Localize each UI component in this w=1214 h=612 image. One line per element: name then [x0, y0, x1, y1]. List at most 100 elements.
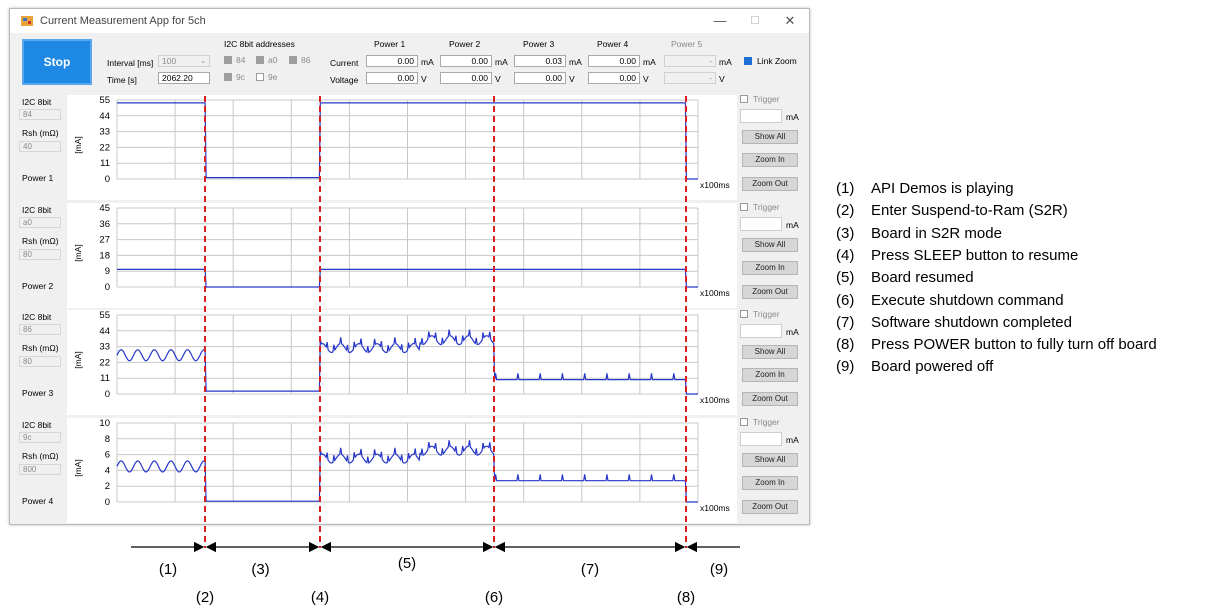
power2-current-unit: mA: [495, 57, 508, 67]
channel-i2c-label: I2C 8bit: [22, 205, 52, 215]
show-all-button[interactable]: Show All: [742, 453, 798, 467]
power3-voltage-unit: V: [569, 74, 575, 84]
plot-power-4[interactable]: 10 8 6 4 2 0 [mA] x100ms: [67, 418, 737, 523]
y-tick-label: 9: [105, 266, 110, 277]
trigger-level-input[interactable]: [740, 324, 782, 338]
event-label: (4): [311, 589, 329, 606]
power4-voltage-field[interactable]: 0.00: [588, 72, 640, 84]
channel-power-label: Power 4: [22, 496, 54, 506]
channel-i2c-label: I2C 8bit: [22, 312, 52, 322]
x-axis-unit: x100ms: [700, 395, 730, 405]
zoom-out-button[interactable]: Zoom Out: [742, 177, 798, 191]
power1-voltage-field[interactable]: 0.00: [366, 72, 418, 84]
channel-address-field: 84: [19, 109, 61, 120]
address-checkbox-9c[interactable]: [224, 73, 232, 81]
y-tick-label: 4: [105, 465, 110, 476]
y-tick-label: 0: [105, 497, 110, 508]
address-label-86: 86: [301, 55, 311, 65]
trigger-checkbox[interactable]: [740, 310, 748, 318]
channel-power-label: Power 2: [22, 281, 54, 291]
y-axis-label: [mA]: [73, 459, 83, 476]
trigger-level-input[interactable]: [740, 217, 782, 231]
trigger-unit: mA: [786, 435, 799, 445]
power2-current-field[interactable]: 0.00: [440, 55, 492, 67]
address-label-a0: a0: [268, 55, 278, 65]
chevron-down-icon: ⌄: [200, 58, 206, 65]
channel-rsh-label: Rsh (mΩ): [22, 343, 59, 353]
y-tick-label: 55: [99, 310, 110, 321]
legend-number: (1): [836, 180, 855, 197]
event-label: (8): [677, 589, 695, 606]
time-field[interactable]: 2062.20: [158, 72, 210, 84]
close-button[interactable]: ✕: [784, 13, 796, 28]
legend-number: (3): [836, 224, 855, 242]
legend-number: (7): [836, 313, 855, 331]
y-tick-label: 55: [99, 95, 110, 106]
trigger-checkbox[interactable]: [740, 418, 748, 426]
power3-current-field[interactable]: 0.03: [514, 55, 566, 67]
stop-button[interactable]: Stop: [22, 39, 92, 85]
series-line: [116, 440, 698, 503]
interval-select[interactable]: 100 ⌄: [158, 55, 210, 67]
trigger-checkbox[interactable]: [740, 203, 748, 211]
y-axis-label: [mA]: [73, 351, 83, 368]
channel-i2c-label: I2C 8bit: [22, 420, 52, 430]
power3-current-unit: mA: [569, 57, 582, 67]
series-line: [117, 268, 698, 288]
phase-label: (7): [581, 561, 599, 578]
address-checkbox-9e[interactable]: [256, 73, 264, 81]
channel-address-field: a0: [19, 217, 61, 228]
power3-header: Power 3: [523, 39, 555, 49]
trigger-unit: mA: [786, 112, 799, 122]
trigger-checkbox[interactable]: [740, 95, 748, 103]
y-tick-label: 44: [99, 326, 110, 337]
zoom-in-button[interactable]: Zoom In: [742, 368, 798, 382]
power4-header: Power 4: [597, 39, 629, 49]
power5-header: Power 5: [671, 39, 703, 49]
channel-rsh-field: 800: [19, 464, 61, 475]
legend-text: Press POWER button to fully turn off boa…: [871, 336, 1157, 354]
maximize-button[interactable]: ☐: [750, 15, 760, 27]
show-all-button[interactable]: Show All: [742, 238, 798, 252]
trigger-level-input[interactable]: [740, 109, 782, 123]
power3-voltage-field[interactable]: 0.00: [514, 72, 566, 84]
legend-text: Press SLEEP button to resume: [871, 246, 1079, 264]
zoom-out-button[interactable]: Zoom Out: [742, 500, 798, 514]
address-checkbox-84[interactable]: [224, 56, 232, 64]
channel-rsh-field: 40: [19, 141, 61, 152]
channel-rsh-field: 80: [19, 249, 61, 260]
app-icon: [21, 16, 33, 26]
zoom-in-button[interactable]: Zoom In: [742, 476, 798, 490]
zoom-in-button[interactable]: Zoom In: [742, 261, 798, 275]
power4-current-field[interactable]: 0.00: [588, 55, 640, 67]
minimize-button[interactable]: —: [713, 13, 727, 28]
trigger-label: Trigger: [753, 417, 780, 427]
zoom-out-button[interactable]: Zoom Out: [742, 392, 798, 406]
y-tick-label: 8: [105, 434, 110, 445]
phase-label: (5): [398, 555, 416, 572]
link-zoom-checkbox[interactable]: [744, 57, 752, 65]
trigger-level-input[interactable]: [740, 432, 782, 446]
title-bar: Current Measurement App for 5ch — ☐ ✕: [10, 9, 809, 33]
legend-item: (9) Board powered off: [836, 358, 993, 375]
plot-power-3[interactable]: 55 44 33 22 11 0 [mA] x100ms: [67, 310, 737, 415]
address-checkbox-86[interactable]: [289, 56, 297, 64]
zoom-in-button[interactable]: Zoom In: [742, 153, 798, 167]
legend-text: Enter Suspend-to-Ram (S2R): [871, 202, 1068, 220]
interval-label: Interval [ms]: [107, 58, 154, 68]
plot-power-2[interactable]: 45 36 27 18 9 0 [mA] x100ms: [67, 203, 737, 308]
show-all-button[interactable]: Show All: [742, 130, 798, 144]
y-tick-label: 0: [105, 282, 110, 293]
legend-number: (5): [836, 269, 855, 287]
power1-current-field[interactable]: 0.00: [366, 55, 418, 67]
plot-power-1[interactable]: 55 44 33 22 11 0 [mA] x100ms: [67, 95, 737, 200]
address-checkbox-a0[interactable]: [256, 56, 264, 64]
zoom-out-button[interactable]: Zoom Out: [742, 285, 798, 299]
y-tick-label: 22: [99, 357, 110, 368]
show-all-button[interactable]: Show All: [742, 345, 798, 359]
phase-label: (9): [710, 561, 728, 578]
channel-address-field: 86: [19, 324, 61, 335]
window-title: Current Measurement App for 5ch: [40, 15, 206, 27]
power2-voltage-field[interactable]: 0.00: [440, 72, 492, 84]
